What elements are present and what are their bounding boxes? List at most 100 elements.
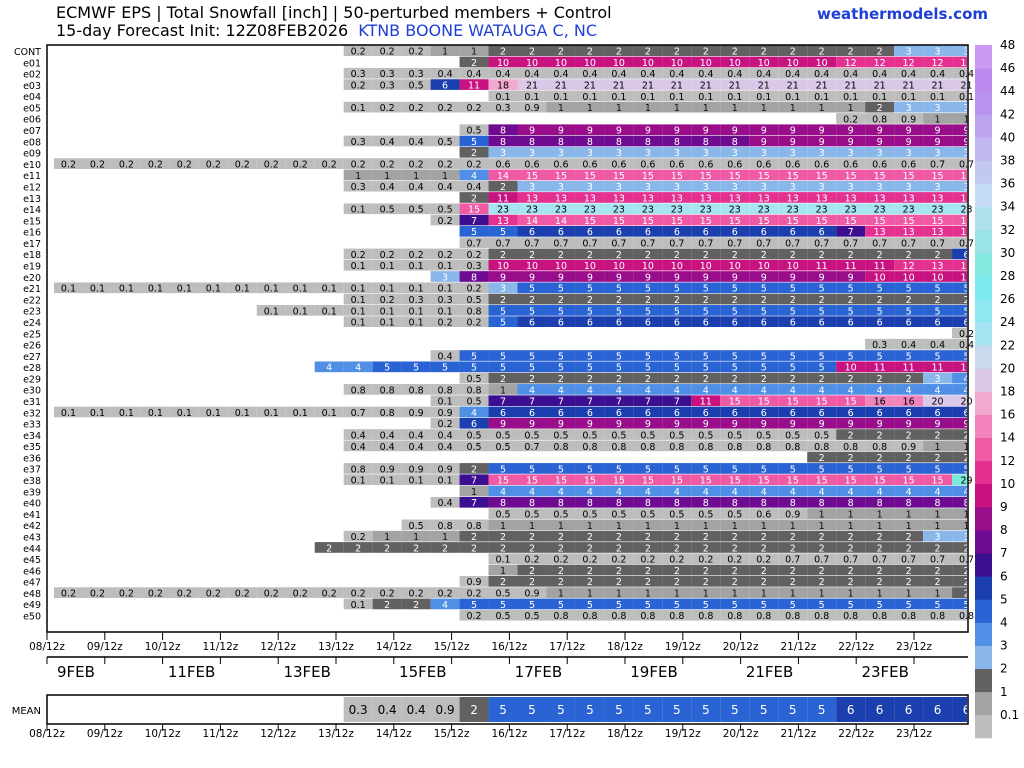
member-label: e45 bbox=[23, 555, 41, 566]
cell-value-label: 10 bbox=[555, 58, 567, 69]
cell-value-label: 0.5 bbox=[409, 205, 424, 216]
heatmap-cell bbox=[430, 361, 460, 373]
cell-value-label: 21 bbox=[671, 80, 683, 91]
heatmap-cell bbox=[459, 203, 489, 215]
heatmap-cell bbox=[633, 372, 663, 384]
cell-value-label: 15 bbox=[671, 216, 683, 227]
heatmap-cell bbox=[865, 124, 895, 136]
heatmap-cell bbox=[517, 180, 547, 192]
cell-value-label: 21 bbox=[729, 80, 741, 91]
heatmap-cell bbox=[546, 214, 576, 226]
cell-value-label: 0.1 bbox=[380, 261, 395, 272]
cell-value-label: 9 bbox=[906, 419, 912, 430]
cell-value-label: 3 bbox=[587, 182, 593, 193]
cell-value-label: 0.3 bbox=[495, 103, 510, 114]
chart-title: ECMWF EPS | Total Snowfall [inch] | 50-p… bbox=[56, 3, 612, 22]
cell-value-label: 0.9 bbox=[438, 464, 453, 475]
heatmap-cell bbox=[865, 508, 895, 519]
cell-value-label: 0.2 bbox=[206, 589, 221, 600]
cell-value-label: 0.1 bbox=[351, 306, 366, 317]
member-label: e30 bbox=[23, 386, 41, 397]
heatmap-cell bbox=[691, 259, 721, 271]
heatmap-cell bbox=[517, 406, 547, 418]
cell-value-label: 13 bbox=[642, 193, 654, 204]
cell-value-label: 7 bbox=[674, 397, 680, 408]
member-label: e04 bbox=[23, 92, 41, 103]
cell-value-label: 2 bbox=[471, 543, 477, 554]
heatmap-cell bbox=[546, 271, 576, 282]
cell-value-label: 14 bbox=[526, 216, 538, 227]
cell-value-label: 2 bbox=[761, 295, 767, 306]
heatmap-cell bbox=[517, 530, 547, 542]
heatmap-cell bbox=[662, 350, 692, 361]
cell-value-label: 0.5 bbox=[814, 430, 829, 441]
cell-value-label: 13 bbox=[729, 193, 741, 204]
heatmap-cell bbox=[778, 316, 808, 328]
heatmap-cell bbox=[836, 67, 866, 79]
cell-value-label: 2 bbox=[616, 250, 622, 261]
cell-value-label: 2 bbox=[645, 532, 651, 543]
heatmap-cell bbox=[372, 248, 402, 260]
heatmap-cell bbox=[575, 575, 605, 587]
cell-value-label: 15 bbox=[729, 397, 741, 408]
heatmap-cell bbox=[691, 406, 721, 418]
heatmap-cell bbox=[459, 587, 489, 598]
heatmap-cell bbox=[604, 79, 634, 90]
heatmap-cell bbox=[343, 158, 373, 169]
heatmap-cell bbox=[633, 361, 663, 373]
heatmap-cell bbox=[923, 542, 953, 553]
heatmap-cell bbox=[865, 406, 895, 418]
cell-value-label: 15 bbox=[903, 171, 915, 182]
heatmap-cell bbox=[836, 451, 866, 463]
heatmap-cell bbox=[488, 361, 518, 373]
heatmap-cell bbox=[778, 350, 808, 361]
cell-value-label: 2 bbox=[935, 295, 941, 306]
time-tick-label: 09/12z bbox=[87, 641, 123, 653]
cell-value-label: 6 bbox=[906, 318, 912, 329]
heatmap-cell bbox=[372, 158, 402, 169]
heatmap-cell bbox=[749, 79, 779, 90]
heatmap-cell bbox=[604, 203, 634, 215]
heatmap-cell bbox=[691, 158, 721, 169]
time-tick-label: 20/12z bbox=[723, 728, 759, 740]
cell-value-label: 2 bbox=[471, 532, 477, 543]
cell-value-label: 5 bbox=[558, 284, 564, 295]
heatmap-cell bbox=[865, 203, 895, 215]
colorbar-label: 6 bbox=[1000, 569, 1008, 583]
cell-value-label: 3 bbox=[906, 148, 912, 159]
cell-value-label: 5 bbox=[674, 464, 680, 475]
heatmap-cell bbox=[865, 79, 895, 90]
heatmap-cell bbox=[865, 542, 895, 553]
heatmap-cell bbox=[749, 496, 779, 508]
cell-value-label: 0.2 bbox=[351, 47, 366, 58]
time-tick-label: 10/12z bbox=[145, 641, 181, 653]
heatmap-cell bbox=[807, 192, 837, 203]
heatmap-cell bbox=[488, 496, 518, 508]
cell-value-label: 2 bbox=[848, 532, 854, 543]
cell-value-label: 3 bbox=[703, 182, 709, 193]
cell-value-label: 13 bbox=[932, 227, 944, 238]
heatmap-cell bbox=[604, 564, 634, 576]
cell-value-label: 0.9 bbox=[901, 442, 916, 453]
cell-value-label: 21 bbox=[787, 80, 799, 91]
heatmap-cell bbox=[923, 451, 953, 463]
heatmap-cell bbox=[662, 361, 692, 373]
cell-value-label: 1 bbox=[761, 103, 767, 114]
time-tick-label: 15/12z bbox=[434, 641, 470, 653]
heatmap-cell bbox=[575, 519, 605, 531]
heatmap-cell bbox=[459, 485, 489, 497]
heatmap-cell bbox=[778, 45, 808, 57]
cell-value-label: 0.1 bbox=[351, 284, 366, 295]
cell-value-label: 0.1 bbox=[293, 284, 308, 295]
heatmap-cell bbox=[575, 587, 605, 598]
heatmap-cell bbox=[285, 282, 315, 294]
cell-value-label: 16 bbox=[903, 397, 915, 408]
cell-value-label: 0.2 bbox=[380, 47, 395, 58]
cell-value-label: 2 bbox=[877, 250, 883, 261]
site-link[interactable]: weathermodels.com bbox=[817, 5, 989, 23]
heatmap-cell bbox=[662, 248, 692, 260]
mean-cell bbox=[923, 697, 953, 722]
heatmap-cell bbox=[778, 395, 808, 407]
cell-value-label: 5 bbox=[616, 464, 622, 475]
heatmap-cell bbox=[401, 474, 431, 486]
